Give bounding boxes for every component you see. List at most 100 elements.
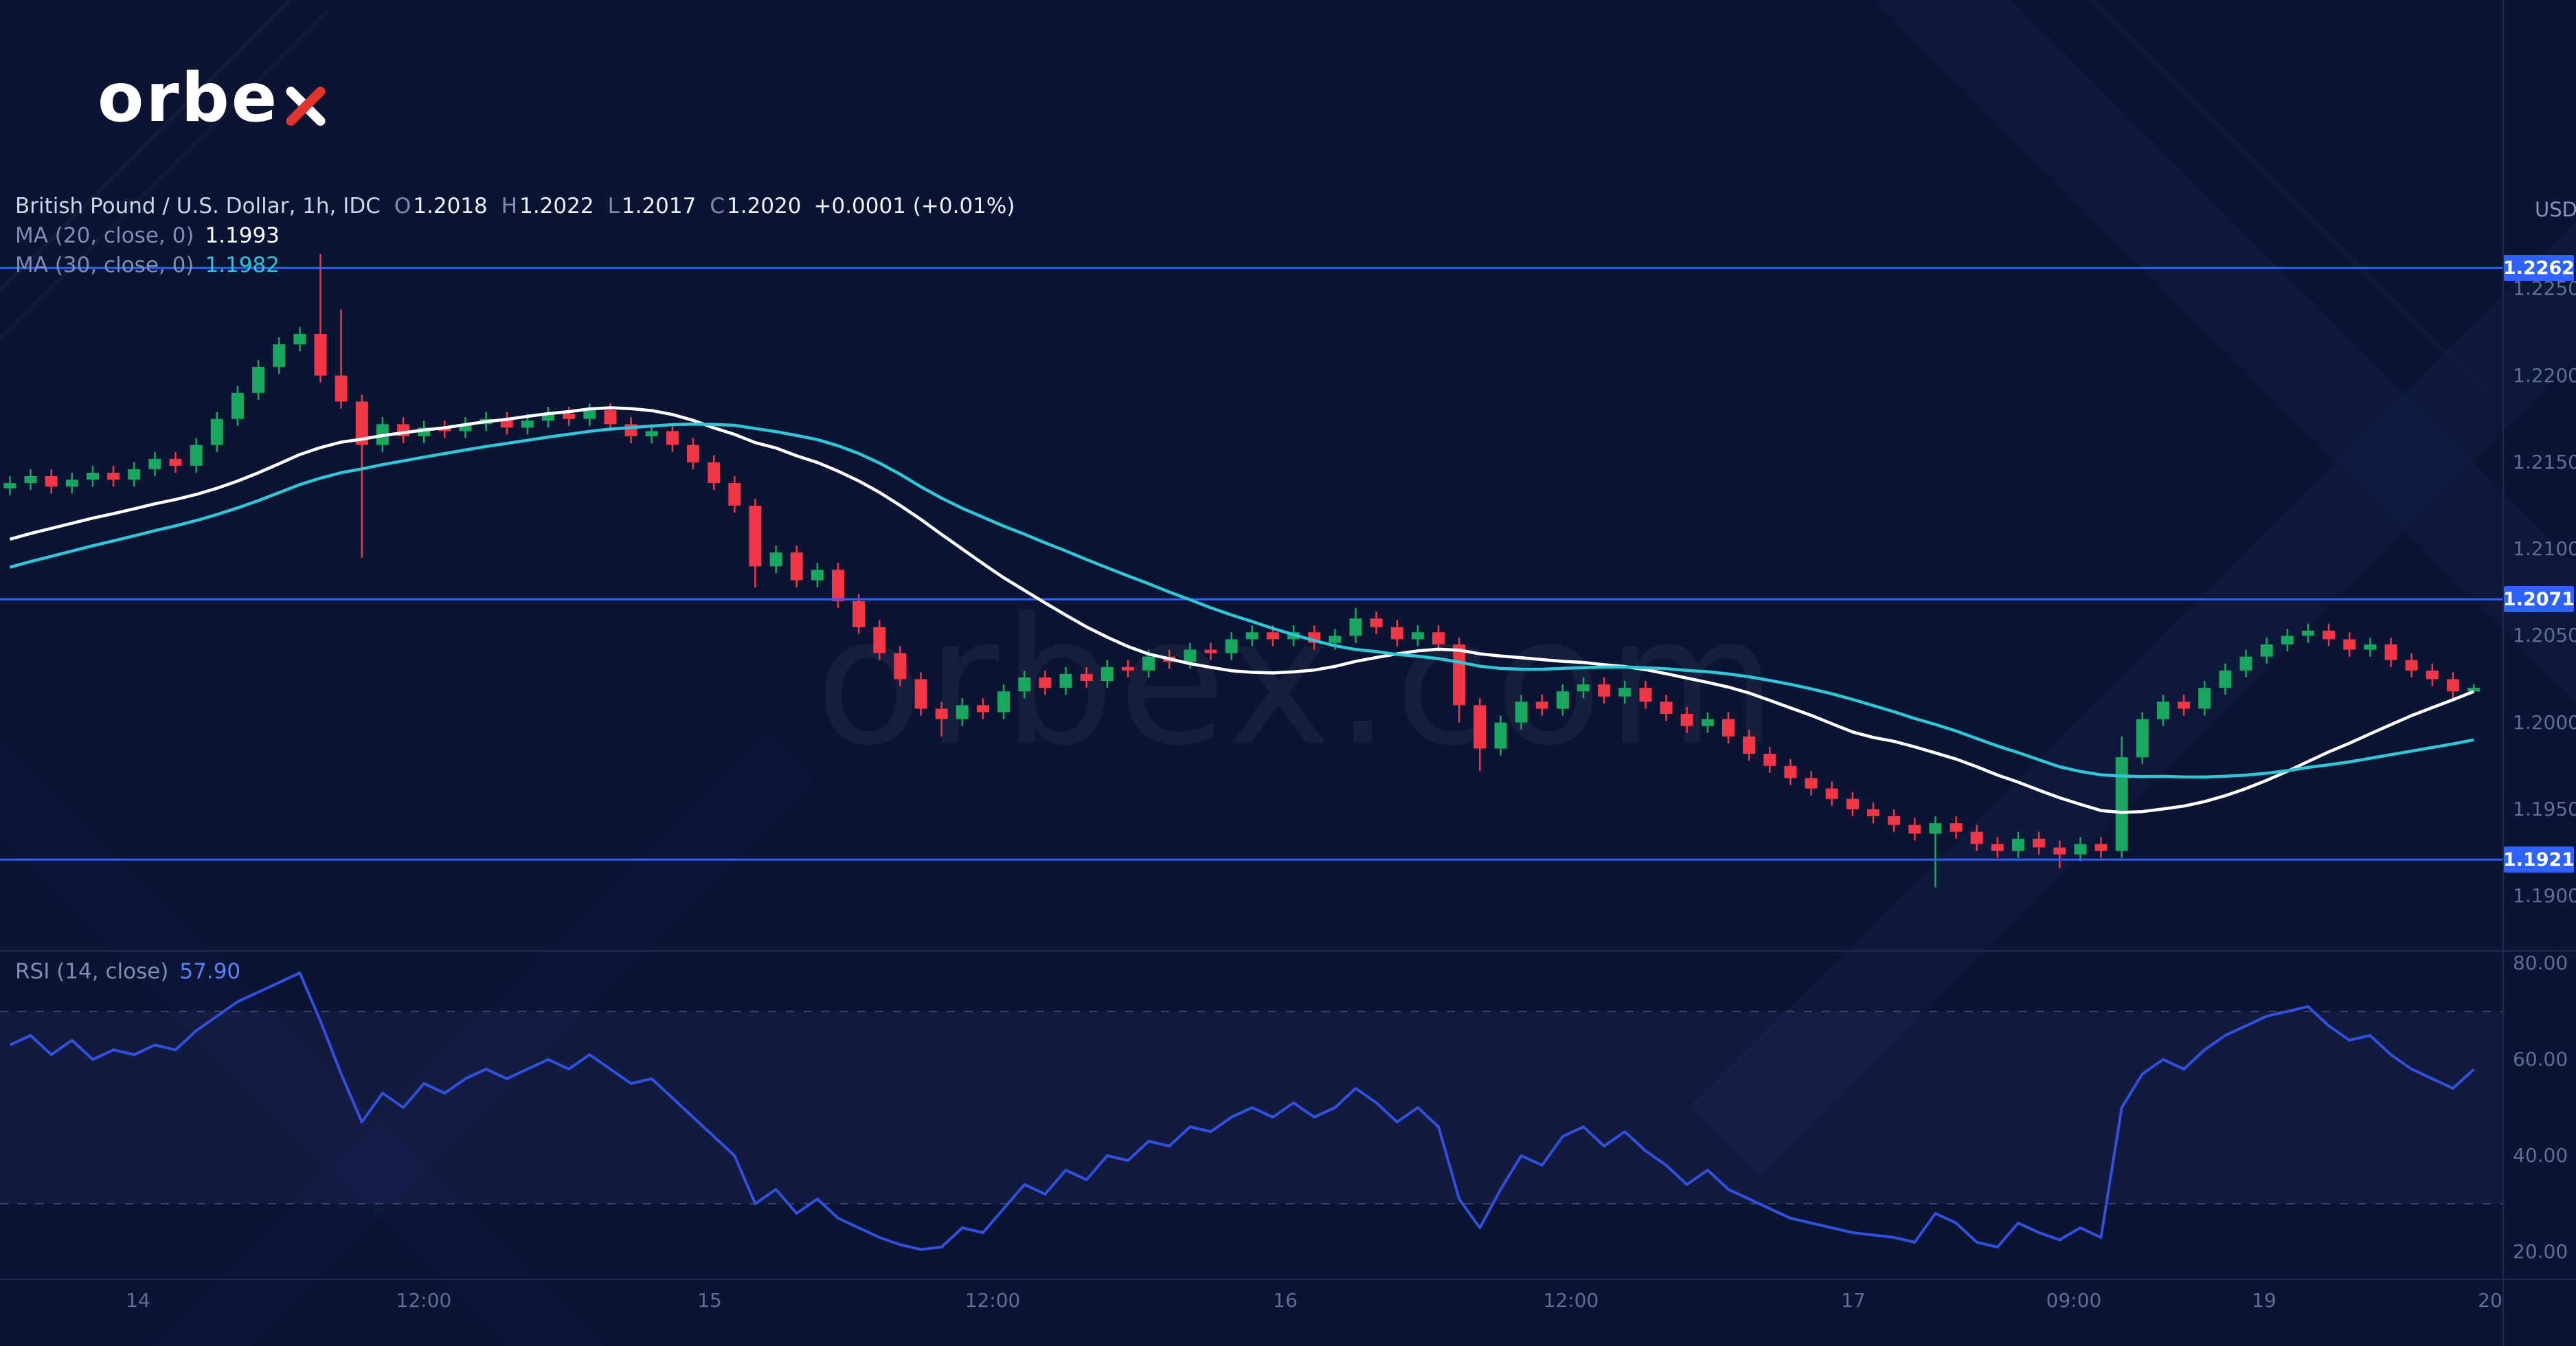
candle-body [935, 708, 948, 719]
candle-body [2033, 838, 2046, 848]
candle-body [273, 344, 286, 367]
price-axis-tick: 1.2050 [2513, 624, 2576, 647]
time-axis-label: 19 [2252, 1289, 2276, 1312]
ma30-line [9, 422, 2474, 779]
pane-separator[interactable] [0, 950, 2576, 952]
candle-body [24, 476, 37, 484]
candle-body [2467, 688, 2481, 692]
level-price-label: 1.2262 [2503, 255, 2575, 281]
time-axis-label: 20 [2478, 1289, 2502, 1312]
candle-body [1991, 844, 2004, 851]
rsi-line [9, 972, 2475, 1251]
candle-body [1556, 691, 1569, 709]
candle-body [190, 445, 203, 466]
candle-body [1349, 618, 1362, 636]
rsi-label: RSI (14, close) [15, 959, 169, 984]
candle-body [956, 705, 969, 719]
candle-body [107, 473, 120, 480]
price-axis-tick: 1.1950 [2513, 798, 2576, 820]
candle-body [521, 420, 534, 428]
candle-body [355, 401, 368, 445]
candle-body [1701, 719, 1714, 726]
close-value: 1.2020 [727, 194, 802, 218]
candle-body [914, 679, 927, 709]
candle-body [1039, 677, 1052, 688]
time-axis-label: 16 [1273, 1289, 1298, 1312]
candle-body [2384, 644, 2397, 660]
candle-body [2343, 639, 2356, 650]
time-axis-label: 12:00 [396, 1289, 452, 1312]
orbex-logo[interactable]: orbe [98, 59, 328, 137]
time-axis-label: 17 [1841, 1289, 1866, 1312]
price-axis-tick: 1.2150 [2513, 451, 2576, 473]
candle-body [604, 410, 617, 425]
candle-body [2219, 670, 2232, 688]
candle-body [1080, 673, 1093, 681]
ma20-legend-row[interactable]: MA (20, close, 0) 1.1993 [15, 223, 1015, 253]
candle-body [169, 458, 182, 466]
candle-body [1411, 632, 1424, 640]
candle-body [87, 473, 99, 480]
candle-body [1432, 632, 1445, 644]
candle-body [1598, 684, 1611, 697]
candle-body [2115, 757, 2128, 851]
time-axis-label: 12:00 [1543, 1289, 1599, 1312]
candle-body [1535, 702, 1548, 709]
candle-body [231, 392, 244, 419]
candle-body [2053, 847, 2066, 855]
candle-body [1266, 632, 1279, 640]
symbol-legend-row[interactable]: British Pound / U.S. Dollar, 1h, IDC O 1… [15, 194, 1015, 223]
candle-body [1660, 702, 1673, 714]
candle-body [2136, 719, 2149, 758]
candle-body [811, 570, 824, 581]
candle-body [1100, 666, 1114, 681]
time-axis-label: 15 [697, 1289, 722, 1312]
rsi-axis-tick: 60.00 [2513, 1048, 2568, 1070]
chart-legend: British Pound / U.S. Dollar, 1h, IDC O 1… [15, 194, 1015, 282]
high-value: 1.2022 [519, 194, 594, 218]
candle-body [728, 483, 741, 506]
candle-body [1908, 825, 1921, 834]
ma30-legend-row[interactable]: MA (30, close, 0) 1.1982 [15, 253, 1015, 282]
logo-text: orbe [98, 59, 280, 137]
candle-body [1329, 636, 1342, 643]
logo-x-icon [286, 87, 326, 126]
candle-body [1639, 688, 1652, 702]
ma20-value: 1.1993 [205, 223, 280, 248]
candle-body [1970, 831, 1983, 844]
candle-body [1846, 798, 1859, 809]
candle-body [2198, 688, 2211, 709]
candle-body [1018, 677, 1031, 692]
watermark: orbex.com [815, 580, 1781, 785]
candle-body [1142, 656, 1155, 671]
candle-body [1825, 788, 1838, 799]
time-axis-label: 09:00 [2046, 1289, 2102, 1312]
candle-body [1929, 823, 1942, 834]
candle-body [2426, 670, 2439, 680]
time-axis-label: 14 [126, 1289, 150, 1312]
ma20-label: MA (20, close, 0) [15, 223, 194, 248]
low-value: 1.2017 [621, 194, 697, 218]
candle-body [1743, 736, 1756, 754]
rsi-axis-tick: 40.00 [2513, 1144, 2568, 1167]
symbol-title: British Pound / U.S. Dollar, 1h, IDC [15, 194, 381, 218]
candle-body [1867, 809, 1879, 816]
axis-currency-label: USD [2535, 198, 2576, 221]
candle-body [645, 431, 658, 436]
rsi-legend-row[interactable]: RSI (14, close) 57.90 [15, 959, 240, 989]
candle-body [1577, 684, 1590, 692]
candle-body [2178, 702, 2191, 709]
rsi-axis-tick: 20.00 [2513, 1240, 2568, 1263]
candle-body [894, 653, 907, 680]
candle-body [873, 627, 886, 653]
ma30-value: 1.1982 [205, 253, 280, 278]
candle-body [1722, 719, 1735, 737]
candle-body [666, 431, 679, 445]
candle-body [749, 506, 762, 567]
candle-body [708, 462, 721, 484]
candle-body [1370, 618, 1383, 627]
candle-body [1184, 649, 1197, 662]
candle-body [2094, 844, 2108, 851]
candle-body [1618, 688, 1631, 697]
